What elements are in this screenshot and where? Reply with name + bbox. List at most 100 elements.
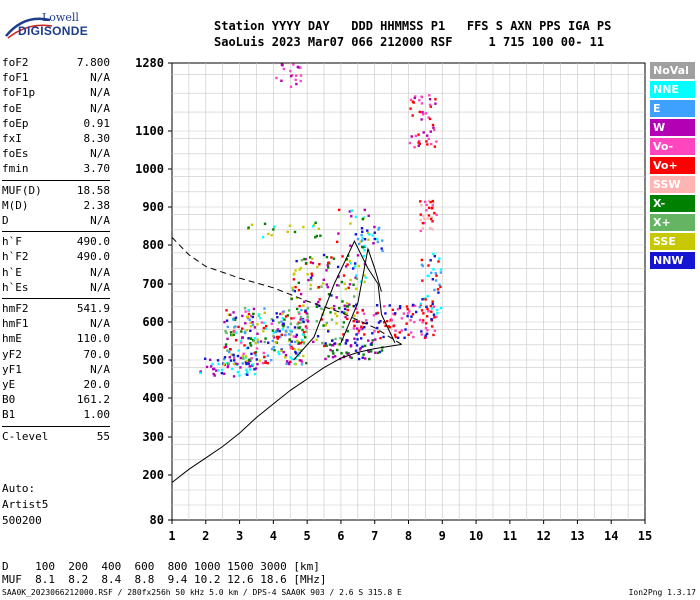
echo-point xyxy=(422,312,425,315)
echo-point xyxy=(429,304,433,308)
echo-point xyxy=(429,259,432,262)
echo-point xyxy=(329,311,332,314)
echo-point xyxy=(287,333,291,336)
echo-point xyxy=(294,362,297,366)
echo-point xyxy=(302,354,305,358)
virtual-height-trace-a xyxy=(293,240,396,361)
echo-point xyxy=(246,346,250,350)
x-tick-label: 15 xyxy=(638,529,652,543)
echo-point xyxy=(420,203,423,207)
param-value: 161.2 xyxy=(76,393,110,407)
echo-point xyxy=(303,257,306,261)
param-value: 55 xyxy=(96,429,110,443)
auto-label: Auto: xyxy=(2,482,36,495)
echo-point xyxy=(363,249,366,252)
echo-point xyxy=(272,334,275,338)
echo-point xyxy=(298,312,301,315)
echo-point xyxy=(317,227,321,231)
echo-point xyxy=(406,312,410,315)
echo-point xyxy=(303,300,306,304)
echo-point xyxy=(420,309,424,312)
echo-point xyxy=(337,284,341,287)
echo-point xyxy=(366,229,369,232)
echo-point xyxy=(263,355,266,359)
echo-point xyxy=(439,271,443,274)
echo-point xyxy=(305,318,308,322)
echo-point xyxy=(322,253,326,257)
echo-point xyxy=(421,319,425,322)
echo-point xyxy=(293,340,297,344)
echo-point xyxy=(280,79,283,82)
echo-point xyxy=(333,355,337,358)
echo-point xyxy=(309,287,312,291)
echo-point xyxy=(300,308,303,312)
echo-point xyxy=(418,318,422,322)
y-tick-label: 500 xyxy=(142,353,164,367)
echo-point xyxy=(403,336,406,340)
echo-point xyxy=(223,320,226,324)
echo-point xyxy=(247,308,250,312)
echo-point xyxy=(284,356,287,359)
echo-point xyxy=(432,305,436,308)
echo-point xyxy=(302,225,305,229)
y-tick-label: 700 xyxy=(142,277,164,291)
echo-point xyxy=(425,140,428,143)
echo-point xyxy=(326,330,330,333)
echo-point xyxy=(376,311,379,315)
echo-point xyxy=(429,226,432,230)
echo-point xyxy=(264,337,267,340)
echo-point xyxy=(299,321,302,324)
echo-point xyxy=(309,261,313,264)
echo-point xyxy=(247,337,250,340)
echo-point xyxy=(298,359,302,362)
echo-point xyxy=(294,78,297,81)
param-row-23: C-level 55 xyxy=(2,430,110,444)
echo-point xyxy=(367,231,370,235)
param-row-14: h`Es N/A xyxy=(2,281,110,295)
echo-point xyxy=(396,308,400,311)
echo-point xyxy=(234,339,238,342)
param-value: 0.91 xyxy=(83,116,111,130)
echo-point xyxy=(308,256,312,259)
echo-point xyxy=(349,262,352,265)
echo-point xyxy=(394,329,397,332)
echo-point xyxy=(420,95,423,99)
echo-point xyxy=(260,321,264,324)
echo-point xyxy=(289,333,292,336)
echo-point xyxy=(333,342,336,346)
echo-point xyxy=(243,331,247,335)
param-key: MUF(D) xyxy=(2,183,42,197)
echo-point xyxy=(320,307,323,310)
echo-point xyxy=(233,329,236,333)
echo-point xyxy=(264,361,267,364)
param-separator xyxy=(2,425,110,427)
echo-point xyxy=(349,222,352,225)
echo-point xyxy=(305,262,308,265)
echo-point xyxy=(327,355,330,358)
echo-point xyxy=(312,223,316,227)
y-tick-label: 200 xyxy=(142,468,164,482)
echo-point xyxy=(363,344,367,348)
echo-point xyxy=(429,271,433,275)
echo-point xyxy=(428,97,432,101)
param-row-12: h`F2 490.0 xyxy=(2,250,110,264)
echo-point xyxy=(409,107,412,110)
echo-point xyxy=(305,330,308,333)
legend-item-x-: X+ xyxy=(650,214,695,231)
echo-point xyxy=(251,315,255,319)
param-key: foF1p xyxy=(2,86,36,100)
echo-point xyxy=(420,118,423,121)
echo-point xyxy=(371,339,374,342)
param-row-16: hmF1 N/A xyxy=(2,317,110,331)
echo-point xyxy=(230,367,234,371)
x-tick-label: 1 xyxy=(168,529,175,543)
echo-point xyxy=(384,324,387,328)
param-row-0: foF2 7.800 xyxy=(2,56,110,70)
echo-point xyxy=(242,352,245,355)
echo-point xyxy=(299,318,302,321)
echo-point xyxy=(299,292,303,296)
header-labels: Station YYYY DAY DDD HHMMSS P1 FFS S AXN… xyxy=(214,19,612,33)
echo-point xyxy=(259,316,262,320)
echo-point xyxy=(433,329,437,332)
echo-point xyxy=(373,225,376,229)
